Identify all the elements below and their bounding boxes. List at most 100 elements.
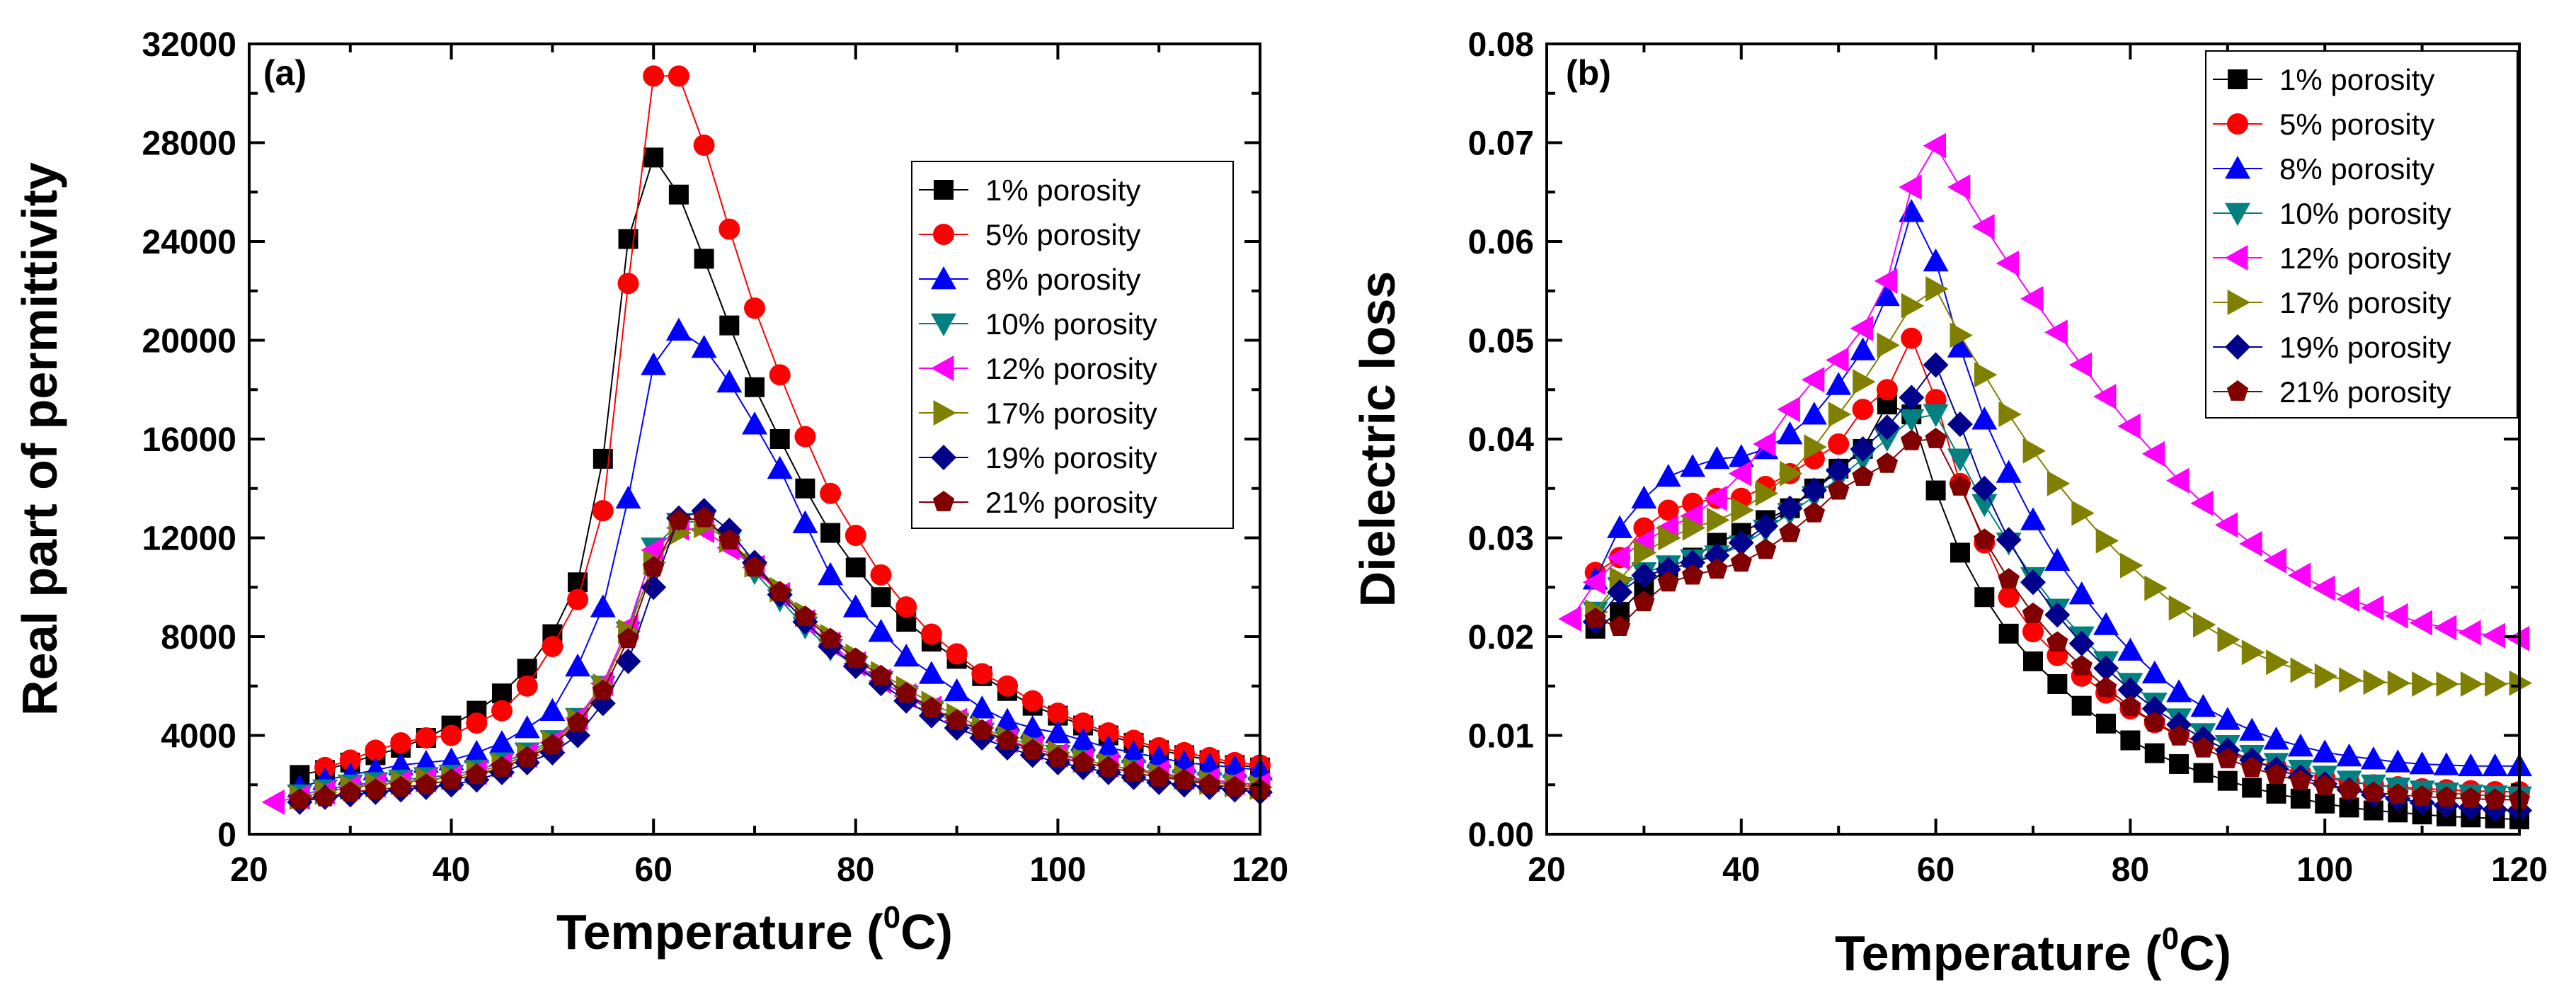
legend-entry: 1% porosity	[919, 173, 1140, 207]
data-point	[2071, 654, 2093, 676]
data-point	[2093, 384, 2117, 409]
data-point	[2143, 711, 2165, 732]
legend-label: 21% porosity	[2279, 375, 2451, 409]
data-point	[1173, 768, 1196, 790]
data-point	[1780, 460, 1803, 487]
legend-entry: 12% porosity	[2213, 241, 2451, 275]
data-point	[641, 352, 667, 375]
data-point	[388, 752, 414, 775]
data-point	[1121, 739, 1147, 763]
data-point	[2312, 575, 2335, 601]
data-point	[1097, 722, 1119, 744]
data-point	[693, 506, 715, 528]
data-point	[2141, 440, 2165, 467]
data-point	[744, 297, 765, 319]
data-point	[1971, 406, 1998, 430]
x-axis-title-superscript: 0	[2162, 921, 2179, 956]
data-point	[2020, 507, 2046, 530]
data-point	[592, 679, 614, 700]
data-point	[2482, 622, 2505, 649]
legend-marker	[933, 224, 954, 245]
x-axis-title-text: Temperature (	[1835, 926, 2162, 981]
x-axis-title-text: Temperature (	[556, 904, 883, 960]
data-point	[870, 664, 892, 685]
data-point	[1070, 727, 1097, 751]
data-point	[2266, 649, 2289, 676]
series-3	[287, 317, 1273, 798]
data-point	[719, 315, 740, 336]
data-point	[1777, 397, 1800, 423]
y-tick-label: 28000	[142, 125, 236, 163]
data-point	[1925, 480, 1946, 501]
data-point	[566, 712, 589, 732]
data-point	[2117, 677, 2143, 703]
data-point	[516, 675, 538, 697]
legend-label: 8% porosity	[985, 263, 1140, 296]
data-point	[818, 562, 844, 586]
data-point	[1899, 174, 1922, 200]
data-point	[567, 588, 589, 610]
data-point	[1826, 347, 1849, 373]
legend-marker	[2225, 156, 2250, 179]
legend-marker	[2225, 203, 2250, 226]
data-point	[1971, 214, 1995, 240]
data-point	[2190, 490, 2214, 516]
data-point	[2071, 695, 2092, 716]
data-point	[1998, 623, 2019, 644]
data-point	[2044, 602, 2071, 628]
data-point	[1021, 739, 1043, 760]
data-point	[1971, 494, 1998, 518]
legend-entry: 10% porosity	[919, 307, 1157, 341]
data-point	[415, 727, 437, 749]
data-point	[2312, 739, 2338, 763]
data-point	[617, 627, 639, 649]
data-point	[491, 700, 513, 722]
x-axis-title: Temperature (0C)	[1835, 921, 2231, 981]
data-point	[2360, 746, 2386, 770]
data-point	[693, 134, 715, 156]
data-point	[742, 411, 767, 435]
data-point	[870, 564, 892, 586]
data-point	[1899, 385, 1925, 411]
data-point	[997, 675, 1018, 697]
legend-label: 10% porosity	[2279, 197, 2451, 230]
data-point	[1998, 568, 2020, 588]
data-point	[1852, 399, 1874, 421]
data-point	[1828, 479, 1850, 500]
data-point	[1947, 174, 1971, 200]
data-point	[2047, 470, 2071, 496]
data-point	[2095, 528, 2119, 554]
legend-label: 21% porosity	[985, 486, 1157, 519]
legend-label: 19% porosity	[985, 441, 1157, 474]
data-point	[1996, 527, 2022, 553]
data-point	[920, 697, 943, 718]
data-point	[2336, 586, 2359, 612]
x-tick-label: 120	[1232, 851, 1288, 889]
data-point	[2385, 603, 2408, 629]
data-point	[1950, 542, 1970, 563]
y-tick-label: 4000	[161, 718, 236, 756]
data-point	[719, 529, 740, 550]
data-point	[1095, 734, 1121, 758]
legend-marker	[931, 313, 956, 336]
data-point	[971, 719, 993, 740]
data-point	[2023, 651, 2043, 671]
data-point	[2436, 671, 2459, 697]
data-point	[1682, 515, 1706, 541]
y-tick-label: 0.04	[1468, 421, 1535, 459]
data-point	[2166, 679, 2192, 702]
data-point	[466, 712, 488, 734]
y-tick-label: 0.08	[1468, 26, 1534, 64]
data-point	[641, 574, 667, 601]
data-point	[289, 788, 311, 809]
legend-box	[2205, 50, 2518, 419]
data-point	[668, 65, 689, 87]
data-point	[1657, 499, 1679, 521]
x-tick-label: 100	[2296, 851, 2353, 889]
data-point	[1801, 402, 1827, 425]
legend-label: 8% porosity	[2279, 152, 2434, 186]
data-point	[1657, 571, 1679, 592]
data-point	[1707, 507, 1730, 533]
data-point	[2120, 552, 2143, 579]
data-point	[2433, 752, 2459, 775]
